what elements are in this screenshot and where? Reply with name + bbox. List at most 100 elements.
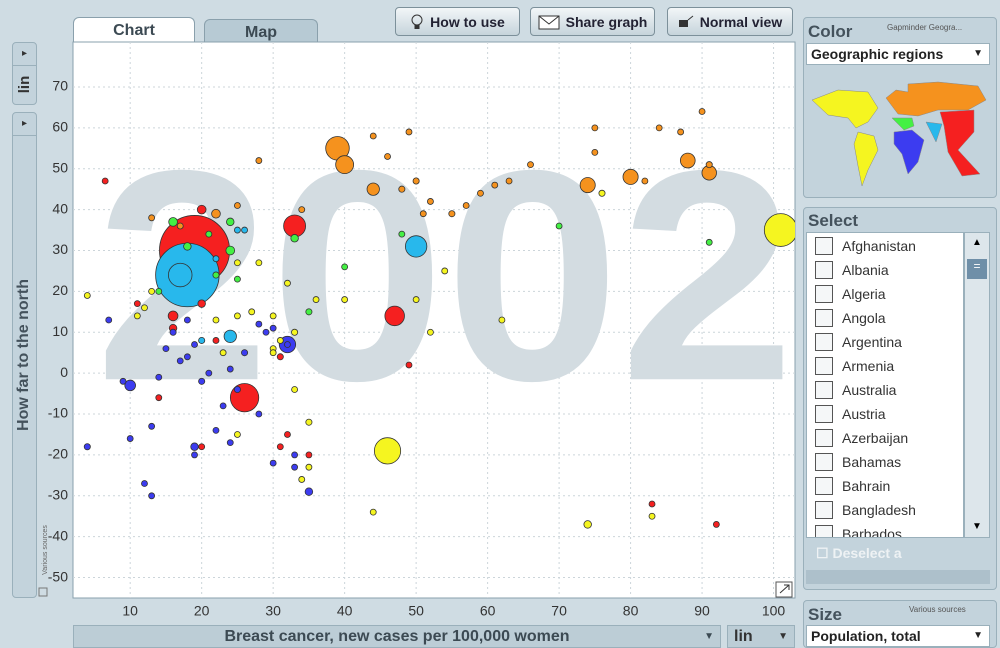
- bubble[interactable]: [234, 226, 241, 234]
- bubble[interactable]: [101, 177, 109, 185]
- bubble[interactable]: [211, 208, 221, 219]
- bubble[interactable]: [133, 300, 141, 308]
- bubble[interactable]: [373, 437, 402, 465]
- bubble[interactable]: [398, 185, 406, 193]
- bubble[interactable]: [212, 271, 220, 279]
- bubble[interactable]: [169, 328, 177, 336]
- bubble[interactable]: [219, 402, 227, 410]
- bubble[interactable]: [133, 312, 141, 320]
- bubble[interactable]: [141, 304, 148, 312]
- bubble[interactable]: [234, 202, 241, 209]
- bubble[interactable]: [712, 521, 720, 528]
- country-row[interactable]: Albania: [807, 258, 963, 282]
- color-dropdown[interactable]: Geographic regions ▼: [806, 43, 990, 65]
- bubble[interactable]: [305, 463, 313, 471]
- bubble[interactable]: [223, 329, 237, 343]
- y-axis-label[interactable]: How far to the north: [15, 279, 32, 431]
- bubble[interactable]: [291, 386, 299, 393]
- bubble[interactable]: [191, 341, 198, 348]
- bubble[interactable]: [298, 206, 306, 214]
- bubble[interactable]: [234, 312, 241, 320]
- country-row[interactable]: Bahamas: [807, 450, 963, 474]
- bubble[interactable]: [290, 234, 299, 243]
- bubble[interactable]: [148, 492, 156, 500]
- country-row[interactable]: Angola: [807, 306, 963, 330]
- bubble[interactable]: [305, 308, 313, 316]
- bubble[interactable]: [148, 287, 156, 295]
- bubble[interactable]: [298, 476, 306, 483]
- country-row[interactable]: Bahrain: [807, 474, 963, 498]
- bubble[interactable]: [269, 324, 277, 332]
- bubble[interactable]: [369, 508, 377, 516]
- country-row[interactable]: Azerbaijan: [807, 426, 963, 450]
- bubble[interactable]: [183, 316, 191, 324]
- bubble[interactable]: [583, 520, 592, 529]
- bubble[interactable]: [262, 328, 270, 336]
- bubble[interactable]: [168, 217, 178, 227]
- bubble[interactable]: [579, 177, 596, 194]
- bubble[interactable]: [255, 259, 263, 267]
- bubble[interactable]: [255, 320, 263, 328]
- bubble[interactable]: [105, 316, 113, 324]
- checkbox[interactable]: [815, 501, 833, 519]
- bubble[interactable]: [269, 459, 277, 467]
- bubble[interactable]: [233, 386, 241, 393]
- bubble[interactable]: [183, 242, 192, 251]
- x-axis-label[interactable]: Breast cancer, new cases per 100,000 wom…: [73, 625, 721, 648]
- bubble[interactable]: [167, 310, 179, 322]
- size-dropdown[interactable]: Population, total ▼: [806, 625, 990, 647]
- bubble[interactable]: [176, 357, 184, 365]
- checkbox[interactable]: [815, 285, 833, 303]
- country-row[interactable]: Bangladesh: [807, 498, 963, 522]
- bubble[interactable]: [255, 157, 263, 164]
- bubble[interactable]: [448, 210, 456, 218]
- bubble[interactable]: [366, 182, 380, 196]
- bubble[interactable]: [248, 308, 256, 316]
- bubble[interactable]: [155, 287, 163, 295]
- x-scale[interactable]: lin ▼: [727, 625, 795, 648]
- bubble[interactable]: [369, 132, 377, 140]
- bubble[interactable]: [427, 198, 434, 205]
- bubble[interactable]: [505, 177, 513, 185]
- bubble[interactable]: [622, 168, 639, 185]
- country-row[interactable]: Algeria: [807, 282, 963, 306]
- checkbox[interactable]: [815, 381, 833, 399]
- bubble[interactable]: [241, 226, 248, 234]
- bubble[interactable]: [598, 189, 606, 197]
- bubble[interactable]: [168, 262, 193, 288]
- bubble[interactable]: [591, 148, 599, 156]
- country-row[interactable]: Austria: [807, 402, 963, 426]
- bubble[interactable]: [705, 238, 713, 246]
- bubble[interactable]: [269, 349, 277, 357]
- bubble[interactable]: [555, 222, 563, 230]
- tab[interactable]: Map: [204, 19, 318, 43]
- country-row[interactable]: Australia: [807, 378, 963, 402]
- bubble[interactable]: [284, 431, 291, 438]
- bubble[interactable]: [648, 500, 656, 508]
- bubble[interactable]: [83, 443, 91, 451]
- bubble[interactable]: [705, 161, 713, 169]
- bubble[interactable]: [124, 379, 136, 392]
- slider[interactable]: [806, 570, 990, 584]
- scroll-up[interactable]: ▲: [972, 237, 982, 248]
- bubble[interactable]: [698, 108, 706, 115]
- bubble[interactable]: [498, 316, 506, 324]
- bubble[interactable]: [212, 426, 220, 434]
- bubble[interactable]: [176, 222, 184, 230]
- bubble[interactable]: [212, 337, 220, 344]
- checkbox[interactable]: [815, 525, 833, 537]
- bubble[interactable]: [291, 451, 299, 459]
- bubble[interactable]: [162, 345, 170, 353]
- scroll-down[interactable]: ▼: [972, 521, 982, 532]
- country-row[interactable]: Argentina: [807, 330, 963, 354]
- scroll-thumb[interactable]: =: [967, 259, 987, 279]
- bubble[interactable]: [196, 204, 207, 215]
- scrollbar[interactable]: ▲ = ▼: [964, 232, 990, 538]
- bubble[interactable]: [119, 377, 127, 385]
- checkbox[interactable]: [815, 453, 833, 471]
- checkbox[interactable]: [815, 357, 833, 375]
- country-row[interactable]: Afghanistan: [807, 234, 963, 258]
- bubble[interactable]: [335, 155, 355, 175]
- bubble[interactable]: [441, 267, 449, 275]
- grid-icon[interactable]: [38, 587, 48, 597]
